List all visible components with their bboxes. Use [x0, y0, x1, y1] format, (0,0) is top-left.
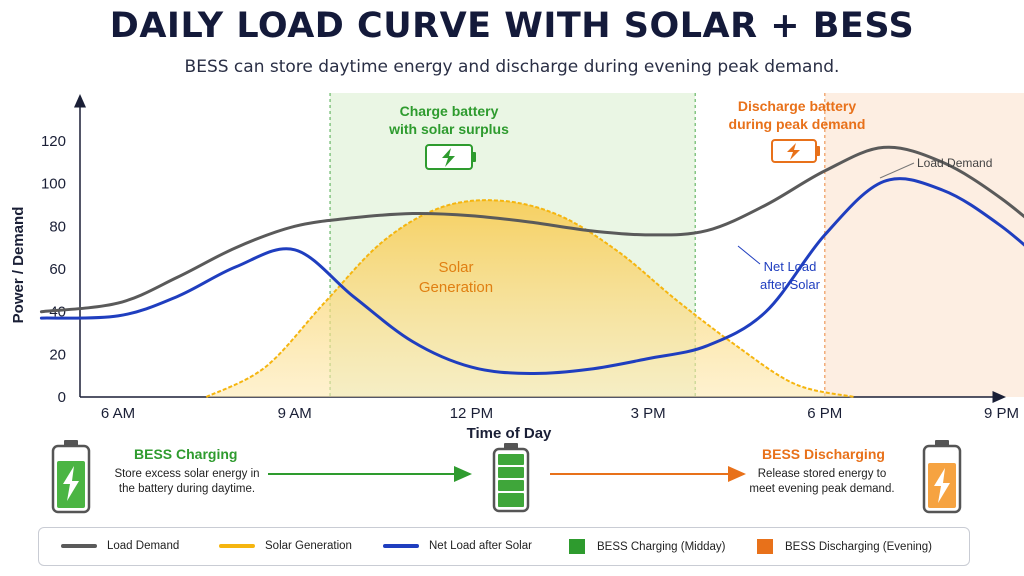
discharging-battery-icon [771, 139, 820, 163]
discharge-annotation-line2: during peak demand [729, 116, 866, 132]
discharge-annotation-line1: Discharge battery [738, 98, 856, 114]
net-annotation-line2: after Solar [760, 277, 821, 292]
legend-line-load [61, 544, 97, 548]
net-annotation-pointer [737, 245, 761, 265]
legend-swatch-discharging [757, 539, 773, 554]
x-tick-label: 3 PM [631, 405, 666, 422]
chart-title: DAILY LOAD CURVE WITH SOLAR + BESS [109, 6, 915, 46]
legend-item-solar: Solar Generation [219, 540, 352, 552]
legend-swatch-charging [569, 539, 585, 554]
charge-annotation-line1: Charge battery [400, 103, 499, 119]
y-tick-label: 0 [58, 389, 66, 406]
legend-line-solar [219, 544, 255, 548]
solar-annotation-line2: Generation [419, 279, 493, 296]
load-annotation-pointer [879, 162, 915, 179]
y-axis-title: Power / Demand [10, 207, 27, 324]
legend-label-net: Net Load after Solar [429, 540, 532, 552]
y-tick-label: 20 [49, 346, 66, 363]
bess-discharging-description: Release stored energy to meet evening pe… [749, 468, 895, 495]
x-tick-label: 9 AM [278, 405, 312, 422]
load-demand-line [39, 145, 1024, 314]
battery-charging-large-icon [51, 440, 91, 514]
battery-discharging-large-icon [922, 440, 962, 514]
charge-annotation-line2: with solar surplus [388, 121, 509, 137]
bess-discharging-title: BESS Discharging [762, 446, 885, 462]
charging-battery-icon [425, 144, 476, 170]
x-axis-title: Time of Day [467, 425, 552, 442]
legend-label-load: Load Demand [107, 540, 180, 552]
legend-item-net: Net Load after Solar [383, 540, 532, 552]
y-tick-label: 100 [41, 176, 66, 193]
solar-generation-line [205, 199, 855, 398]
region-discharging [824, 93, 1024, 397]
series-layer [39, 145, 1024, 398]
load-annotation: Load Demand [917, 156, 992, 170]
legend-label-charging: BESS Charging (Midday) [597, 540, 726, 553]
legend-item-load: Load Demand [61, 540, 179, 552]
legend: Load Demand Solar Generation Net Load af… [38, 527, 970, 566]
legend-line-net [383, 544, 419, 548]
x-tick-label: 12 PM [450, 405, 493, 422]
net-load-line [39, 177, 1024, 376]
legend-label-solar: Solar Generation [265, 540, 352, 552]
x-tick-label: 6 AM [101, 405, 135, 422]
solar-generation-area [206, 200, 855, 397]
net-annotation-line1: Net Load [764, 259, 817, 274]
x-tick-label: 6 PM [807, 405, 842, 422]
solar-annotation-line1: Solar [438, 259, 473, 276]
legend-item-charging: BESS Charging (Midday) [569, 539, 725, 554]
y-tick-label: 40 [49, 304, 66, 321]
y-tick-label: 60 [49, 261, 66, 278]
y-tick-label: 80 [49, 218, 66, 235]
y-tick-label: 120 [41, 133, 66, 150]
legend-item-discharging: BESS Discharging (Evening) [757, 539, 932, 554]
bess-charging-title: BESS Charging [134, 446, 238, 462]
chart-subtitle: BESS can store daytime energy and discha… [184, 57, 840, 77]
x-tick-label: 9 PM [984, 405, 1019, 422]
battery-storage-icon [492, 443, 530, 513]
bess-charging-description: Store excess solar energy in the battery… [114, 468, 260, 495]
legend-label-discharging: BESS Discharging (Evening) [785, 540, 933, 553]
